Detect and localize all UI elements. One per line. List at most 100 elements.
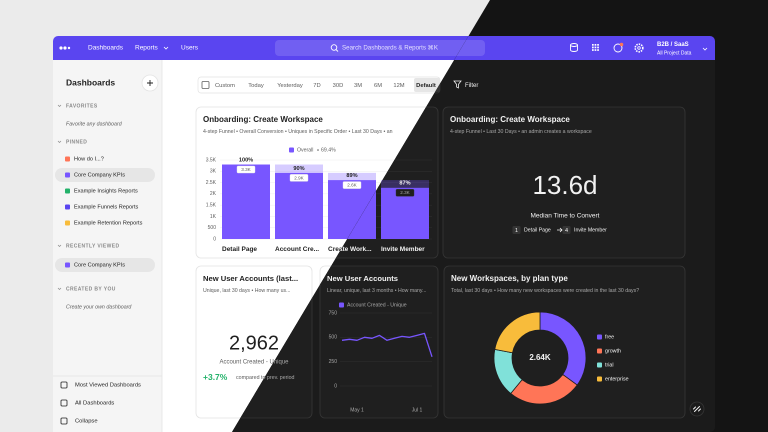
notification-badge <box>619 42 624 47</box>
range-option[interactable]: 6M <box>374 83 382 89</box>
footer-icon <box>60 381 68 389</box>
range-option[interactable]: 30D <box>333 83 344 89</box>
section-chevron <box>57 140 62 143</box>
icon-apps <box>592 44 594 46</box>
bar[interactable] <box>275 172 323 239</box>
range-option[interactable]: Default <box>416 83 436 89</box>
project-name[interactable]: B2B / SaaS <box>657 42 689 48</box>
sidebar-item[interactable]: How do I...? <box>74 156 104 162</box>
sidebar-item[interactable]: Example Funnels Reports <box>74 204 139 210</box>
link-button[interactable] <box>689 401 705 417</box>
item-icon <box>65 220 70 226</box>
legend-value: 69.4% <box>321 147 336 153</box>
value-label: 2.6K <box>347 183 357 188</box>
range-option[interactable]: 12M <box>393 83 404 89</box>
range-option[interactable]: Custom <box>215 83 235 89</box>
sidebar-item[interactable]: Core Company KPIs <box>74 172 125 178</box>
card-title[interactable]: New User Accounts <box>327 274 398 283</box>
metric-value: 2,962 <box>229 332 279 354</box>
metric-compare: compared to prev. period <box>236 375 295 381</box>
filter-icon <box>453 80 462 89</box>
legend-label: Overall <box>297 147 313 153</box>
logo-dot <box>59 46 63 50</box>
sidebar-placeholder[interactable]: Create your own dashboard <box>66 304 132 310</box>
card-title[interactable]: New User Accounts (last... <box>203 274 298 283</box>
donut-total: 2.64K <box>529 353 551 362</box>
item-icon <box>65 172 70 178</box>
calendar-icon <box>201 81 210 89</box>
value-label-box <box>236 165 256 174</box>
range-option[interactable]: 7D <box>313 83 320 89</box>
sidebar-footer-link[interactable]: All Dashboards <box>75 401 114 407</box>
card-subtitle: 4-step Funnel • Overall Conversion • Uni… <box>203 129 393 135</box>
y-tick-label: 3K <box>210 169 217 175</box>
value-label-box <box>395 189 415 197</box>
legend-swatch <box>339 302 344 308</box>
legend-label: enterprise <box>605 376 629 382</box>
card-subtitle: 4-step Funnel • Last 30 Days • an admin … <box>450 129 592 135</box>
value-label-box <box>289 174 309 182</box>
selected-range <box>414 78 440 92</box>
sidebar-item[interactable]: Core Company KPIs <box>74 262 125 268</box>
range-option[interactable]: Yesterday <box>277 83 303 89</box>
x-tick-label: Account Cre... <box>275 246 319 253</box>
legend-separator <box>317 149 319 151</box>
y-tick-label: 750 <box>329 310 338 316</box>
metric-value: 13.6d <box>532 170 597 200</box>
legend-swatch <box>597 376 602 382</box>
step-label: Detail Page <box>524 228 551 234</box>
search-icon <box>330 44 338 51</box>
legend-label: free <box>605 334 614 340</box>
section-chevron <box>57 244 62 247</box>
y-tick-label: 500 <box>329 335 338 341</box>
sidebar-item[interactable]: Example Insights Reports <box>74 188 138 194</box>
metric-change: +3.7% <box>203 372 228 382</box>
x-tick-label: Create Work... <box>328 246 372 253</box>
x-tick-label: May 1 <box>350 407 364 413</box>
step-badge <box>562 226 571 234</box>
icon-apps <box>594 49 597 51</box>
percent-label: 87% <box>399 181 410 187</box>
item-icon <box>65 188 70 194</box>
card-subtitle: Unique, last 30 days • How many us... <box>203 288 290 294</box>
nav-item[interactable]: Users <box>181 45 199 52</box>
y-tick-label: 500 <box>208 225 217 231</box>
legend-swatch <box>597 334 602 340</box>
logo-dot <box>67 46 71 50</box>
donut-slice[interactable] <box>494 311 541 354</box>
section-chevron <box>57 104 62 107</box>
item-icon <box>65 262 70 268</box>
dropoff <box>275 164 323 173</box>
project-sub: All Project Data <box>657 50 692 56</box>
sidebar-placeholder[interactable]: Favorite any dashboard <box>66 121 123 127</box>
legend-swatch <box>597 362 602 368</box>
card <box>319 265 439 419</box>
range-option[interactable]: 3M <box>354 83 362 89</box>
sidebar-item[interactable]: Example Retention Reports <box>74 220 143 226</box>
range-option[interactable]: Today <box>248 83 264 89</box>
card-title[interactable]: Onboarding: Create Workspace <box>450 115 570 124</box>
value-label: 3.3K <box>241 167 251 172</box>
bar[interactable] <box>222 164 270 239</box>
value-label: 2.3K <box>400 190 410 195</box>
card-title[interactable]: New Workspaces, by plan type <box>451 274 568 283</box>
card-title[interactable]: Onboarding: Create Workspace <box>203 115 323 124</box>
nav-item[interactable]: Dashboards <box>88 45 124 52</box>
y-tick-label: 250 <box>329 359 338 365</box>
icon-settings[interactable] <box>634 43 644 53</box>
icon-help[interactable] <box>613 43 623 53</box>
sidebar-footer-link[interactable]: Most Viewed Dashboards <box>75 383 141 389</box>
filter-button[interactable]: Filter <box>465 83 478 89</box>
search-box[interactable] <box>275 40 485 56</box>
y-tick-label: 0 <box>213 236 216 242</box>
card-subtitle: Linear, unique, last 3 months • How many… <box>327 288 426 294</box>
step-label: Invite Member <box>574 228 607 234</box>
metric-label: Median Time to Convert <box>530 213 599 220</box>
search-icon <box>335 49 339 52</box>
active-item <box>55 168 155 182</box>
sidebar-footer-link[interactable]: Collapse <box>75 419 98 425</box>
section-heading: FAVORITES <box>66 103 98 109</box>
nav-item[interactable]: Reports <box>135 45 159 52</box>
legend-label: Account Created - Unique <box>347 302 407 308</box>
